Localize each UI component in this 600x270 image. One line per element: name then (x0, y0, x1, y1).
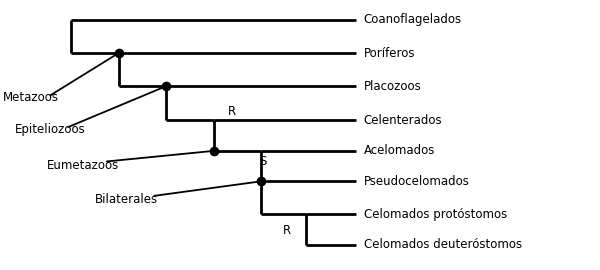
Text: Pseudocelomados: Pseudocelomados (364, 175, 469, 188)
Text: Eumetazoos: Eumetazoos (47, 159, 119, 172)
Text: Acelomados: Acelomados (364, 144, 435, 157)
Text: Poríferos: Poríferos (364, 46, 415, 59)
Text: R: R (283, 224, 291, 237)
Text: Coanoflagelados: Coanoflagelados (364, 14, 462, 26)
Text: Metazoos: Metazoos (3, 92, 59, 104)
Text: Celomados deuteróstomos: Celomados deuteróstomos (364, 238, 522, 251)
Text: Bilaterales: Bilaterales (95, 193, 158, 206)
Text: Celomados protóstomos: Celomados protóstomos (364, 208, 507, 221)
Text: R: R (227, 105, 236, 118)
Text: Epiteliozoos: Epiteliozoos (14, 123, 85, 136)
Text: S: S (259, 156, 267, 168)
Text: Placozoos: Placozoos (364, 80, 421, 93)
Text: Celenterados: Celenterados (364, 114, 442, 127)
